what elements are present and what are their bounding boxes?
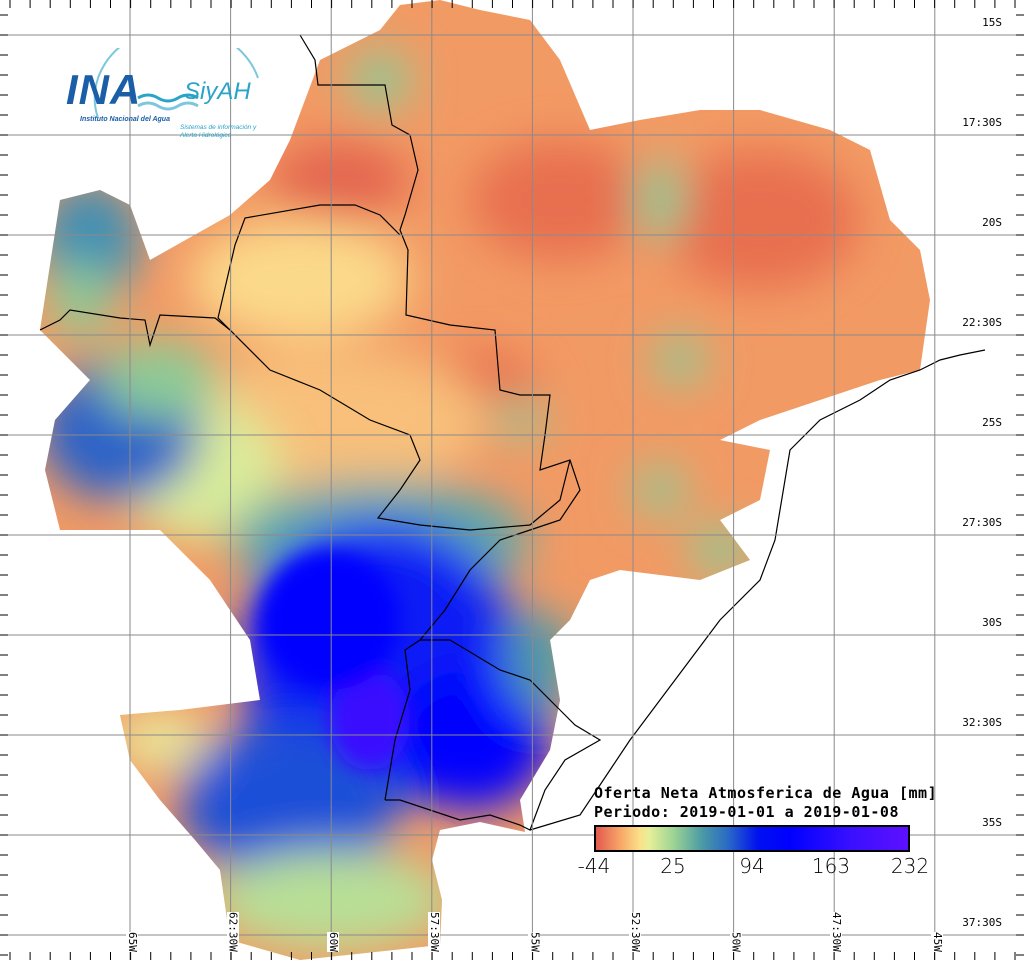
latitude-label: 17:30S	[962, 116, 1002, 129]
colorbar	[594, 825, 910, 852]
latitude-label: 15S	[982, 16, 1002, 29]
colorbar-tick-label: 94	[739, 854, 765, 878]
longitude-label: 45W	[930, 932, 944, 952]
ina-siyah-logo: INA SiyAH Instituto Nacional del Agua Si…	[58, 48, 273, 148]
latitude-label: 20S	[982, 216, 1002, 229]
legend-title-period: Periodo: 2019-01-01 a 2019-01-08	[594, 803, 899, 821]
longitude-label: 55W	[528, 932, 542, 952]
longitude-label: 50W	[729, 932, 743, 952]
logo-brand: INA	[66, 66, 142, 113]
longitude-label: 47:30W	[830, 912, 844, 952]
colorbar-tick-label: -44	[577, 854, 611, 878]
latitude-label: 37:30S	[962, 916, 1002, 929]
latitude-label: 27:30S	[962, 516, 1002, 529]
logo-arc-icon	[93, 48, 259, 119]
latitude-label: 30S	[982, 616, 1002, 629]
colorbar-tick-label: 163	[811, 854, 851, 878]
latitude-label: 25S	[982, 416, 1002, 429]
longitude-label: 52:30W	[629, 912, 642, 952]
legend-title-variable: Oferta Neta Atmosferica de Agua [mm]	[594, 784, 938, 802]
longitude-label: 60W	[327, 932, 341, 952]
logo-product: SiyAH	[184, 78, 251, 105]
legend-title: Oferta Neta Atmosferica de Agua [mm] Per…	[594, 784, 937, 822]
logo-institution: Instituto Nacional del Agua	[80, 116, 170, 123]
latitude-label: 35S	[982, 816, 1002, 829]
longitude-label: 57:30W	[427, 912, 441, 952]
latitude-label: 22:30S	[962, 316, 1002, 329]
colorbar-tick-label: 232	[890, 854, 930, 878]
logo-system: Sistemas de información y Alerta Hidroló…	[180, 124, 257, 139]
longitude-label: 62:30W	[226, 912, 240, 952]
colorbar-tick-label: 25	[660, 854, 686, 878]
latitude-label: 32:30S	[962, 716, 1002, 729]
political-borders	[39, 34, 986, 831]
longitude-label: 65W	[126, 932, 139, 952]
